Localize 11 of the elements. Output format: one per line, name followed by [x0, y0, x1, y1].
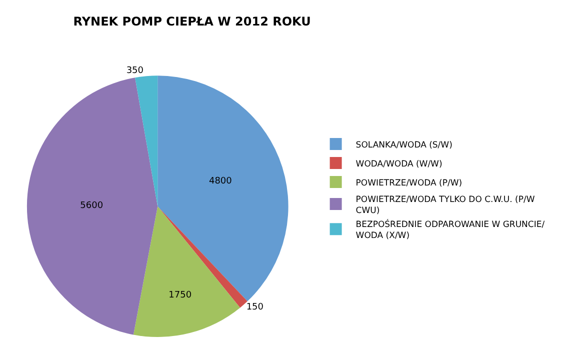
data-label: 350 [126, 66, 144, 76]
legend-label: POWIETRZE/WODA (P/W) [356, 178, 462, 188]
data-label: 5600 [80, 200, 104, 211]
chart-title: RYNEK POMP CIEPŁA W 2012 ROKU [73, 14, 311, 29]
legend-label: BEZPOŚREDNIE ODPAROWANIE W GRUNCIE/ WODA (X/W) [356, 218, 545, 241]
data-label: 150 [246, 302, 264, 312]
legend-label: WODA/WODA (W/W) [356, 159, 442, 170]
legend-label: SOLANKA/WODA (S/W) [356, 140, 452, 150]
data-label: 4800 [208, 176, 232, 186]
legend-label: POWIETRZE/WODA TYLKO DO C.W.U. (P/W CWU) [356, 194, 536, 216]
data-label: 1750 [168, 290, 192, 300]
